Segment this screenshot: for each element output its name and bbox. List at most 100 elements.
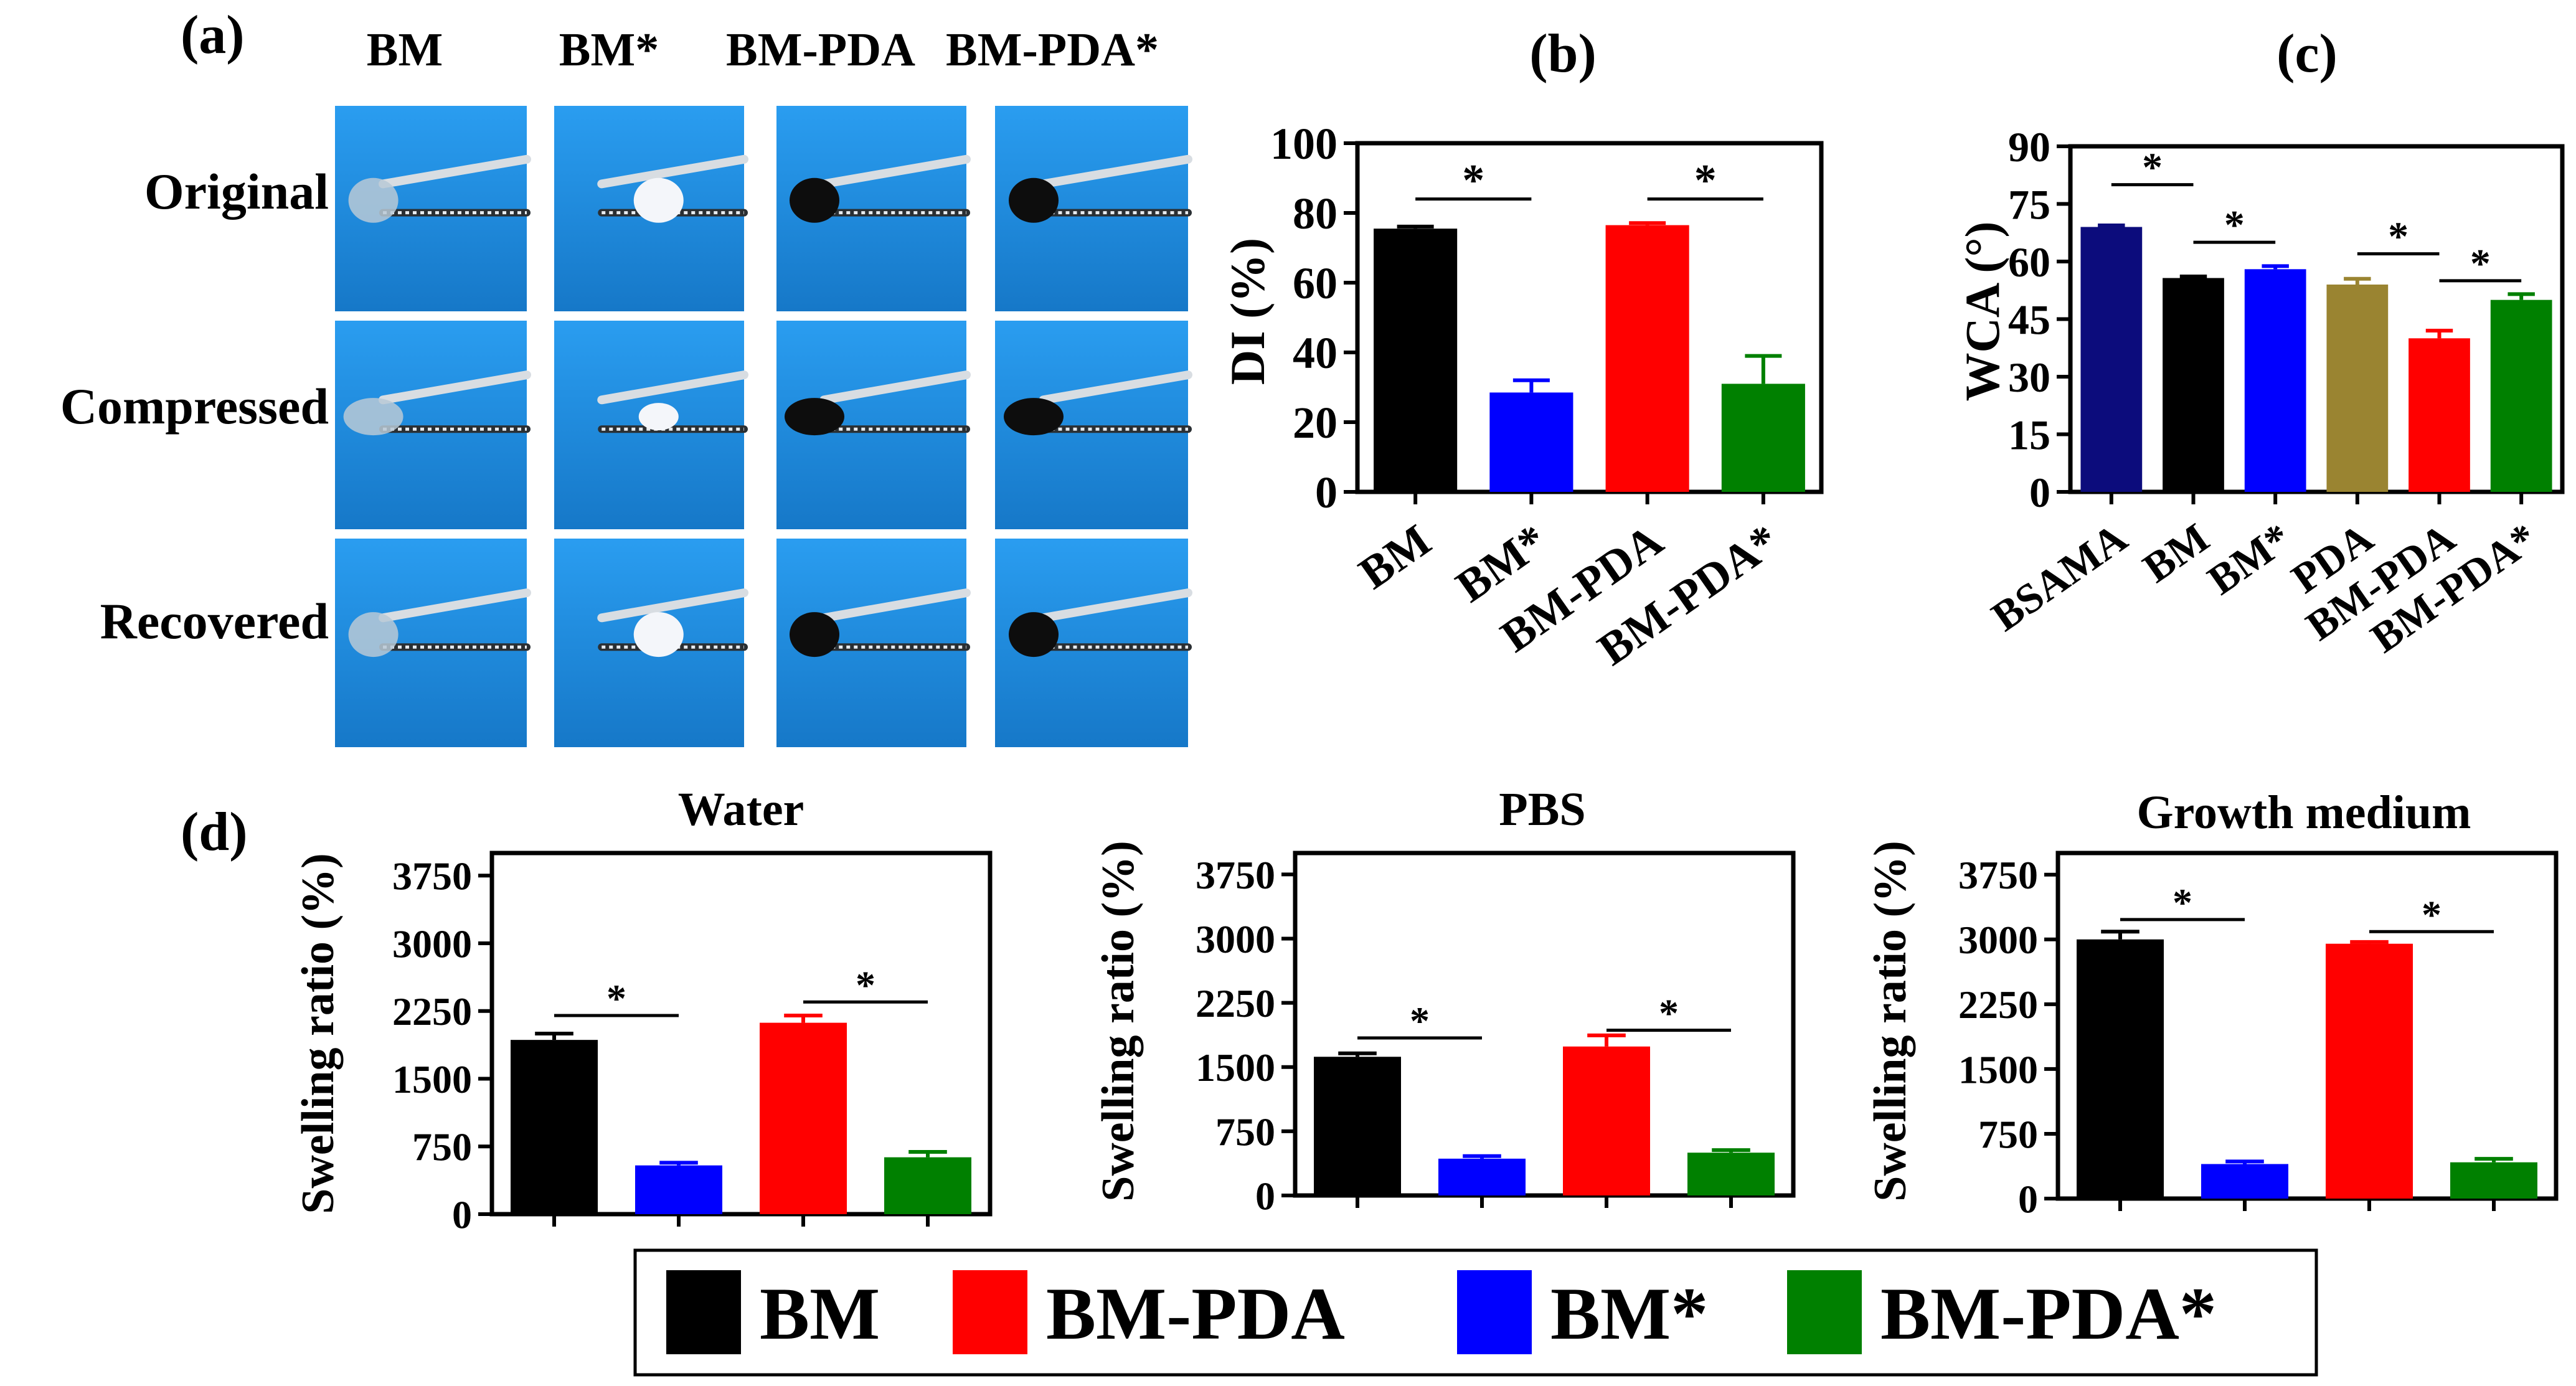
legend-swatch-bm-pda-star	[1787, 1270, 1862, 1354]
chart-c-wca: (c) WCA (°) 0153045607590BSAMABMBM*PDABM…	[1955, 24, 2565, 662]
sample	[633, 612, 684, 658]
y-tick-label: 60	[1293, 258, 1338, 308]
photo-bm-pda-star-original	[995, 106, 1192, 311]
y-tick-label: 75	[2008, 181, 2050, 228]
chart-d-pbs-title: PBS	[1499, 783, 1585, 836]
sample	[638, 403, 679, 431]
y-tick-label: 45	[2008, 296, 2050, 343]
bar-bm	[511, 1040, 598, 1214]
photo-bm-pda-recovered	[776, 539, 971, 747]
legend-swatch-bm-star	[1457, 1270, 1532, 1354]
significance-star: *	[2173, 880, 2192, 925]
sample	[785, 398, 844, 436]
row-label-original: Original	[144, 163, 329, 220]
sample	[348, 612, 399, 658]
photo-bm-pda-original	[776, 106, 971, 311]
chart-d-growth-medium-ylabel: Swelling ratio (%)	[1865, 841, 1916, 1202]
c-plot-frame	[2068, 144, 2565, 494]
bar-bm-star	[1489, 392, 1573, 492]
legend-swatch-bm-pda	[953, 1270, 1027, 1354]
bar-bm-pda	[1605, 225, 1689, 492]
y-tick-label: 2250	[1196, 981, 1275, 1025]
tweezer-upper-arm	[597, 588, 748, 623]
y-tick-label: 1500	[1958, 1047, 2038, 1091]
sample	[790, 177, 839, 223]
tweezer-upper-arm	[379, 154, 531, 189]
sample	[633, 177, 684, 223]
y-tick-label: 40	[1293, 328, 1338, 378]
row-label-compressed: Compressed	[60, 378, 329, 435]
significance-star: *	[2224, 202, 2245, 248]
y-tick-label: 0	[1315, 468, 1338, 517]
bar-bm-pda	[1563, 1046, 1650, 1195]
bar-bm-pda	[2409, 338, 2470, 492]
x-tick-label: BM	[2135, 514, 2217, 592]
tweezer-upper-arm	[379, 588, 531, 623]
panel-a-label: (a)	[181, 5, 245, 65]
photo-bm-star-original	[554, 106, 748, 311]
y-tick-label: 0	[1255, 1174, 1275, 1218]
b-plot-frame	[1355, 141, 1824, 494]
sample	[343, 398, 403, 436]
y-tick-label: 0	[2018, 1177, 2038, 1221]
y-tick-label: 1500	[1196, 1045, 1275, 1090]
chart-d-pbs-ylabel: Swelling ratio (%)	[1093, 841, 1144, 1202]
bar-bm-pda	[760, 1022, 847, 1214]
chart-b-panel-label: (b)	[1529, 24, 1597, 84]
y-tick-label: 15	[2008, 411, 2050, 458]
bar-bm-star	[2201, 1164, 2288, 1199]
legend-label-bm: BM	[760, 1272, 880, 1355]
tweezer-upper-arm	[1039, 588, 1192, 623]
significance-star: *	[2422, 892, 2442, 936]
chart-d-growth-medium: Growth medium Swelling ratio (%) 0 750 150…	[1865, 786, 2559, 1221]
chart-d-water-ylabel: Swelling ratio (%)	[293, 853, 344, 1214]
significance-star: *	[856, 963, 875, 1007]
d2-plot-frame	[1293, 851, 1796, 1198]
legend-label-bm-pda: BM-PDA	[1046, 1272, 1345, 1355]
y-tick-label: 750	[1978, 1112, 2038, 1156]
bar-bm-pda-star	[1721, 384, 1805, 492]
sample	[1009, 612, 1059, 658]
y-tick-label: 0	[2029, 469, 2050, 516]
legend: BM BM-PDA BM* BM-PDA*	[633, 1248, 2318, 1377]
chart-d-growth-medium-title: Growth medium	[2137, 786, 2471, 839]
y-tick-label: 750	[1215, 1110, 1275, 1154]
significance-star: *	[1410, 999, 1430, 1043]
bar-bm-pda	[2326, 943, 2413, 1199]
y-tick-label: 2250	[392, 989, 472, 1034]
bar-bm-pda-star	[1687, 1153, 1775, 1195]
photo-bm-recovered	[335, 539, 531, 747]
x-tick-label: BM	[1350, 515, 1440, 600]
y-tick-label: 60	[2008, 238, 2050, 286]
tweezer-upper-arm	[597, 154, 748, 189]
bar-bm-star	[2244, 269, 2306, 492]
bar-bm	[2077, 939, 2164, 1199]
significance-star: *	[2142, 145, 2163, 191]
d3-plot-frame	[2055, 851, 2559, 1201]
legend-label-bm-pda-star: BM-PDA*	[1880, 1272, 2217, 1355]
y-tick-label: 0	[452, 1192, 472, 1237]
sample	[1009, 177, 1059, 223]
bar-bm-pda-star	[2490, 299, 2552, 492]
chart-c-ylabel: WCA (°)	[1955, 222, 2009, 402]
row-label-recovered: Recovered	[100, 593, 329, 649]
y-tick-label: 3000	[392, 922, 472, 966]
photo-bm-original	[335, 106, 531, 311]
tweezer-upper-arm	[597, 370, 748, 405]
significance-star: *	[606, 976, 626, 1021]
bar-bsama	[2080, 227, 2143, 492]
sample	[790, 612, 839, 658]
tweezer-upper-arm	[819, 588, 971, 623]
column-label-bm-pda: BM-PDA	[726, 24, 915, 76]
y-tick-label: 1500	[392, 1057, 472, 1101]
y-tick-label: 80	[1293, 189, 1338, 238]
photo-bm-star-compressed	[554, 321, 748, 529]
tweezer-upper-arm	[819, 370, 971, 405]
sample	[348, 177, 399, 223]
y-tick-label: 3000	[1196, 917, 1275, 961]
bar-bm	[1374, 229, 1458, 492]
y-tick-label: 750	[412, 1125, 472, 1169]
significance-star: *	[1659, 991, 1679, 1035]
